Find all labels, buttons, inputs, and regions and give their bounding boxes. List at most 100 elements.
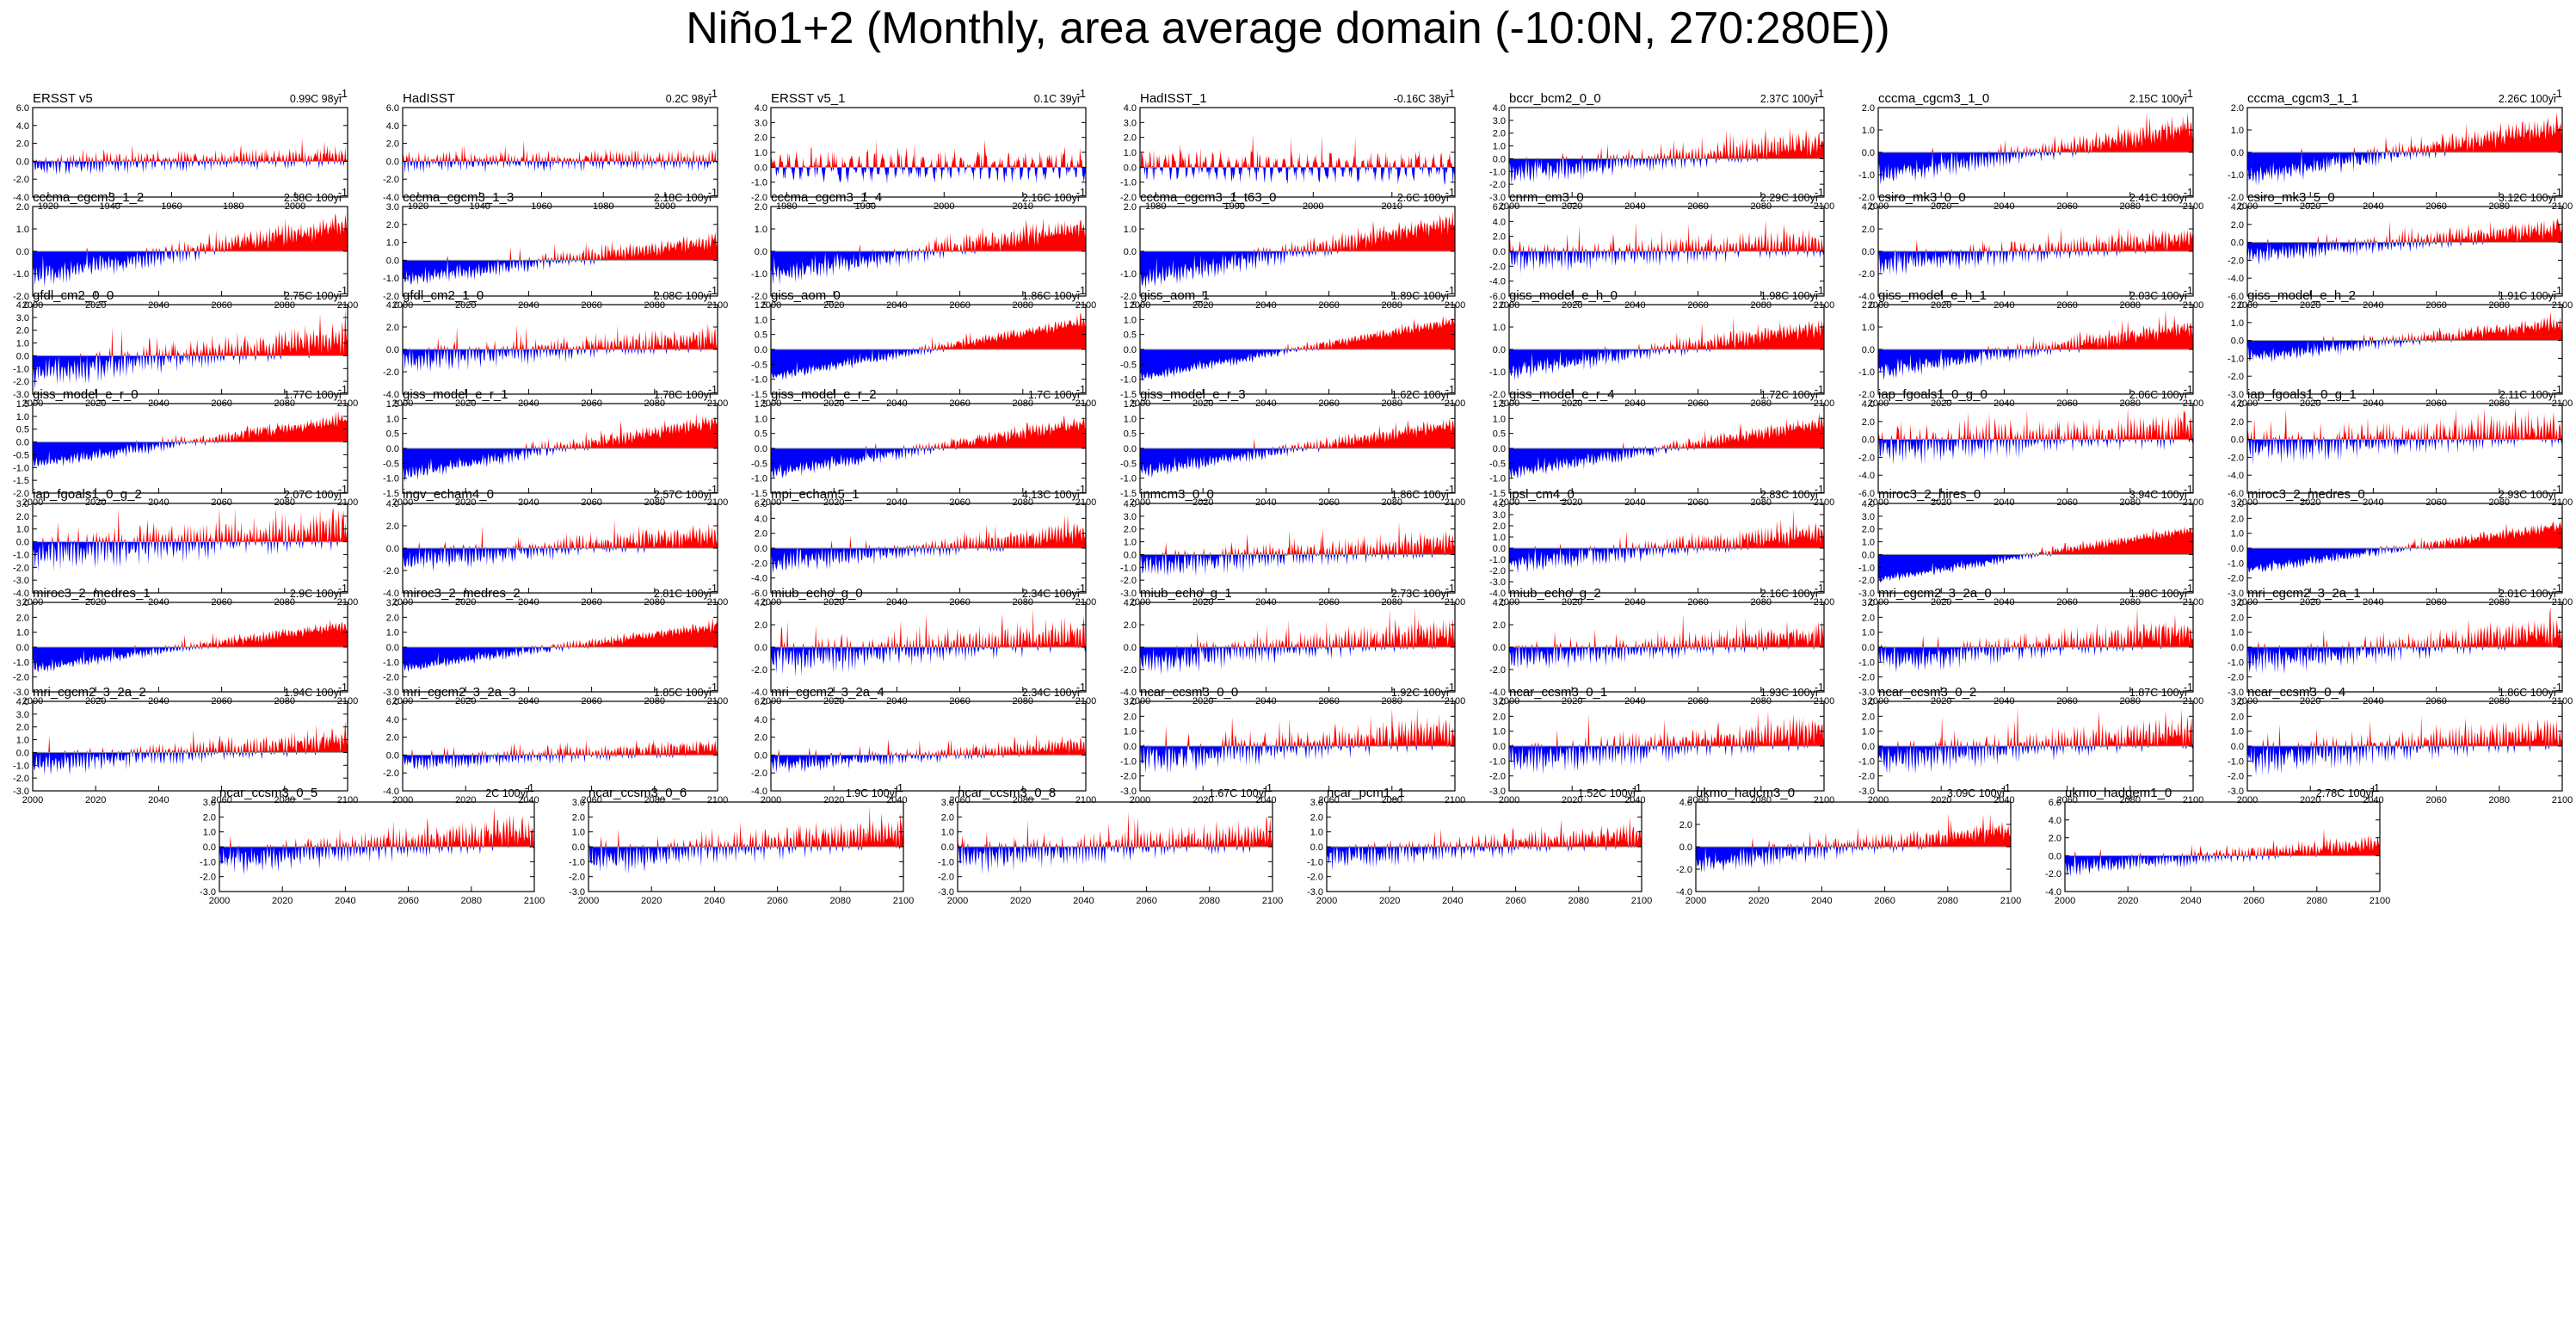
panel-trend-exponent: -1 (894, 782, 903, 794)
x-tick-label: 2080 (2489, 795, 2510, 805)
y-tick-label: 0.0 (1310, 842, 1323, 853)
y-tick-label: -1.0 (2228, 657, 2244, 668)
panel-trend: 2.73C 100yr (1391, 588, 1450, 600)
x-tick-label: 2100 (2000, 896, 2021, 906)
y-tick-label: -3.0 (2228, 787, 2244, 797)
series-positive-area (403, 618, 718, 647)
x-tick-label: 2060 (581, 497, 601, 508)
series-negative-area (771, 251, 1086, 286)
y-tick-label: -4.0 (383, 193, 399, 203)
y-tick-label: 4.0 (755, 514, 767, 524)
y-tick-label: 1.0 (1862, 727, 1875, 737)
y-tick-label: 1.0 (2231, 727, 2244, 737)
series-negative-area (1140, 349, 1455, 382)
x-tick-label: 2080 (1199, 896, 1220, 906)
y-tick-label: 4.0 (755, 598, 767, 608)
y-tick-label: 0.0 (386, 643, 399, 653)
series-negative-area (1878, 746, 2193, 775)
x-tick-label: 2020 (2300, 497, 2320, 508)
y-tick-label: -2.0 (1120, 772, 1137, 782)
y-tick-label: 0.0 (1124, 444, 1137, 454)
x-tick-label: 2080 (644, 497, 665, 508)
panel-trend-exponent: -1 (1815, 484, 1824, 496)
y-tick-label: 0.5 (386, 429, 399, 440)
y-tick-label: -1.0 (200, 857, 216, 867)
y-tick-label: -3.0 (13, 787, 29, 797)
x-tick-label: 2040 (148, 300, 169, 311)
y-tick-label: -4.0 (2228, 274, 2244, 284)
panel-trend: -0.16C 38yr (1394, 93, 1450, 105)
x-tick-label: 2060 (397, 896, 418, 906)
y-tick-label: 0.0 (1124, 550, 1137, 560)
y-tick-label: 0.0 (1493, 742, 1506, 752)
panel-trend-exponent: -1 (1815, 384, 1824, 396)
panel-title: ncar_ccsm3_0_4 (2247, 685, 2345, 700)
y-tick-label: 1.0 (1862, 538, 1875, 548)
x-tick-label: 2040 (2363, 497, 2383, 508)
x-tick-label: 2060 (2056, 300, 2077, 311)
y-tick-label: -2.0 (1489, 566, 1506, 577)
x-tick-label: 2020 (641, 896, 662, 906)
plot-frame (2246, 206, 2563, 297)
y-tick-label: 0.0 (2231, 544, 2244, 554)
y-tick-label: 1.0 (16, 225, 29, 235)
panel-trend: 0.99C 98yr (290, 93, 342, 105)
y-tick-label: -4.0 (751, 574, 767, 584)
panel-title: ERSST v5_1 (771, 91, 845, 106)
y-tick-label: 3.0 (1493, 510, 1506, 521)
x-tick-label: 2020 (455, 497, 476, 508)
x-tick-label: 2100 (524, 896, 545, 906)
y-tick-label: 2.0 (2049, 834, 2061, 844)
y-tick-label: 2.0 (755, 133, 767, 144)
y-tick-label: 3.0 (16, 499, 29, 509)
series-negative-area (2247, 548, 2562, 573)
y-tick-label: 4.0 (1493, 598, 1506, 608)
plot-frame (1877, 503, 2194, 594)
panel-trend-exponent: -1 (1445, 384, 1455, 396)
y-tick-label: -1.0 (569, 857, 585, 867)
panel-title: ncar_ccsm3_0_1 (1509, 685, 1607, 700)
series-negative-area (771, 349, 1086, 381)
y-tick-label: 6.0 (755, 697, 767, 707)
y-tick-label: -4.0 (2228, 471, 2244, 481)
y-tick-label: -3.0 (938, 887, 954, 898)
y-tick-label: 6.0 (386, 697, 399, 707)
y-tick-label: 0.0 (2231, 742, 2244, 752)
x-tick-label: 2080 (1751, 795, 1772, 805)
panel-trend-exponent: -1 (1815, 187, 1824, 199)
y-tick-label: -3.0 (13, 576, 29, 586)
panel-trend: 2.01C 100yr (2499, 588, 2557, 600)
y-tick-label: 3.0 (1862, 512, 1875, 522)
y-tick-label: 2.0 (1493, 129, 1506, 139)
y-tick-label: 0.5 (1124, 429, 1137, 440)
y-tick-label: -2.0 (1489, 390, 1506, 400)
x-tick-label: 2020 (2117, 896, 2138, 906)
y-tick-label: -4.0 (1858, 292, 1875, 302)
series-positive-area (1140, 608, 1455, 647)
y-tick-label: 0.0 (16, 748, 29, 758)
y-tick-label: 0.0 (2231, 148, 2244, 158)
y-tick-label: -6.0 (751, 589, 767, 599)
plot-frame (1877, 403, 2194, 494)
panel-trend: 2C 100yr (485, 787, 529, 799)
panel-trend-exponent: -1 (1632, 782, 1642, 794)
y-tick-label: 1.5 (755, 399, 767, 410)
panel-trend-exponent: -1 (1076, 187, 1086, 199)
y-tick-label: -2.0 (751, 193, 767, 203)
y-tick-label: -1.0 (1858, 367, 1875, 378)
series-positive-area (403, 139, 718, 162)
x-tick-label: 2080 (274, 497, 295, 508)
y-tick-label: -1.0 (1120, 178, 1137, 188)
y-tick-label: -2.0 (2228, 673, 2244, 683)
x-tick-label: 2080 (461, 896, 482, 906)
y-tick-label: 4.0 (2231, 399, 2244, 410)
x-tick-label: 2080 (1751, 497, 1772, 508)
panel-trend: 1.9C 100yr (846, 787, 898, 799)
y-tick-label: 0.0 (1679, 842, 1692, 853)
